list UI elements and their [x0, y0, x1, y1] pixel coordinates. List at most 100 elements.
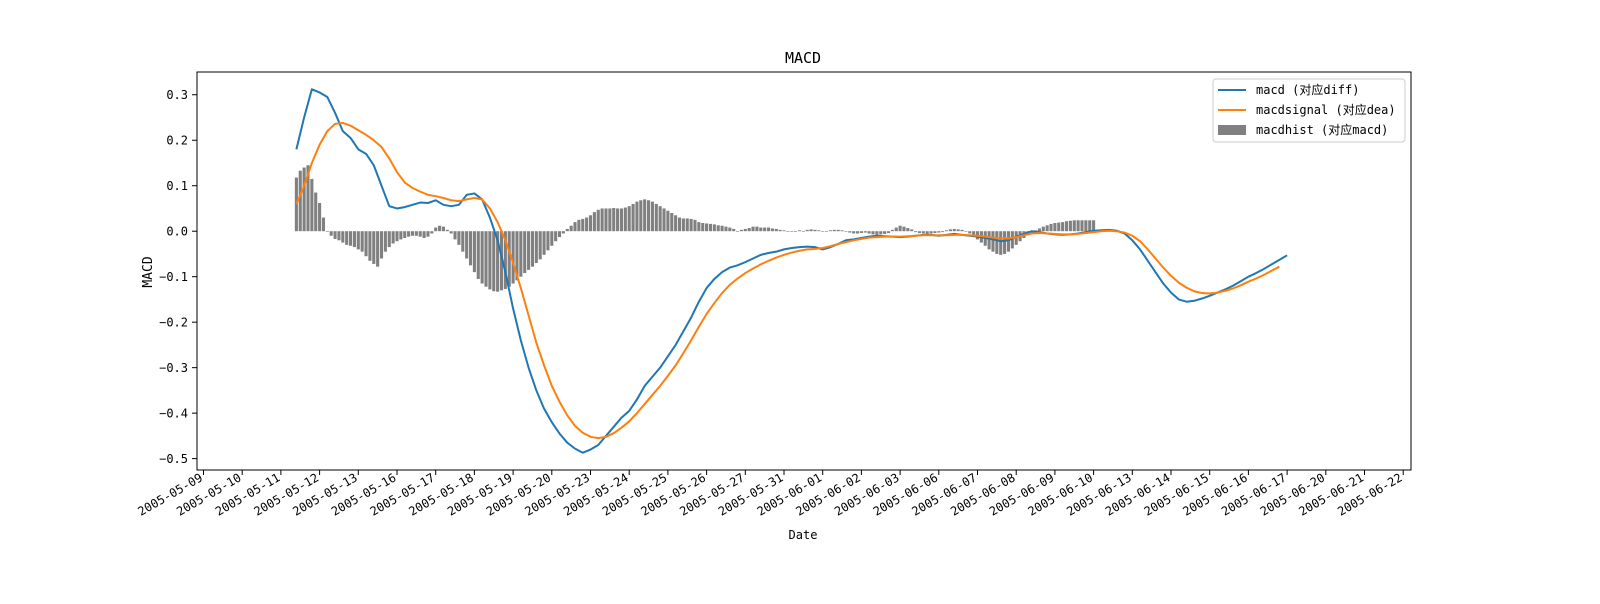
histogram-bar [314, 192, 318, 232]
histogram-bar [573, 222, 577, 232]
histogram-bar [999, 231, 1003, 255]
histogram-bar [457, 231, 461, 245]
histogram-bar [519, 231, 523, 277]
histogram-bar [794, 231, 798, 232]
histogram-bar [821, 231, 825, 232]
histogram-bar [472, 231, 476, 273]
histogram-bar [689, 218, 693, 232]
histogram-bar [325, 231, 329, 232]
histogram-bar [716, 225, 720, 232]
histogram-bar [1041, 226, 1045, 232]
histogram-bar [600, 208, 604, 232]
histogram-bar [817, 230, 821, 232]
histogram-bar [643, 199, 647, 232]
histogram-bar [743, 228, 747, 232]
histogram-bar [1076, 220, 1080, 232]
histogram-bar [523, 231, 527, 274]
legend: macd (对应diff) macdsignal (对应dea) macdhist … [1212, 78, 1406, 143]
histogram-bar [697, 222, 701, 232]
histogram-bar [693, 219, 697, 232]
histogram-bar [782, 230, 786, 232]
histogram-bar [1057, 222, 1061, 232]
histogram-bar [1053, 223, 1057, 232]
histogram-bar [828, 230, 832, 232]
histogram-bar [461, 231, 465, 252]
histogram-bar [1064, 221, 1069, 232]
histogram-bar [546, 231, 550, 251]
histogram-bar [337, 231, 341, 241]
histogram-bar [627, 206, 631, 232]
histogram-bar [898, 225, 902, 232]
histogram-bar [720, 225, 724, 232]
histogram-bar [453, 231, 457, 240]
histogram-bar [921, 231, 925, 234]
legend-label: macdhist (对应macd) [1256, 122, 1388, 137]
histogram-bar [832, 229, 836, 232]
histogram-bar [387, 231, 391, 248]
histogram-bar [499, 231, 504, 291]
histogram-bar [511, 231, 515, 284]
histogram-bar [801, 231, 805, 232]
histogram-bar [488, 231, 492, 290]
histogram-bar [310, 178, 314, 232]
histogram-bar [941, 231, 945, 233]
histogram-bar [1088, 220, 1092, 232]
histogram-bar [840, 230, 844, 232]
histogram-bar [496, 231, 500, 292]
histogram-bar [538, 231, 542, 260]
histogram-bar [736, 231, 740, 232]
histogram-bar [712, 224, 716, 232]
histogram-bar [813, 229, 817, 232]
histogram-bar [352, 231, 356, 248]
y-tick-label: −0.5 [159, 452, 188, 466]
histogram-bar [341, 231, 345, 243]
y-tick-label: −0.3 [159, 361, 188, 375]
histogram-bar [585, 217, 589, 232]
histogram-bar [917, 231, 921, 234]
histogram-bar [410, 231, 415, 236]
histogram-bar [681, 218, 685, 232]
histogram-bar [557, 231, 562, 238]
histogram-bar [867, 231, 871, 234]
histogram-bar [372, 231, 376, 264]
histogram-bar [1080, 220, 1084, 232]
histogram-bar [565, 228, 569, 232]
histogram-bar [329, 231, 333, 236]
histogram-bar [906, 228, 910, 232]
histogram-bar [426, 231, 430, 237]
histogram-bar [933, 231, 937, 234]
legend-label: macdsignal (对应dea) [1256, 102, 1396, 117]
histogram-bar [871, 231, 875, 235]
histogram-bar [376, 231, 380, 267]
histogram-bar [763, 227, 767, 232]
histogram-bar [596, 209, 600, 232]
histogram-bar [445, 229, 449, 232]
histogram-bar [298, 170, 302, 232]
histogram-bar [407, 231, 411, 237]
histogram-bar [403, 231, 407, 239]
histogram-bar [465, 231, 469, 259]
histogram-bar [422, 231, 426, 239]
histogram-bar [960, 229, 964, 232]
histogram-bar [395, 231, 399, 242]
histogram-bar [1037, 228, 1041, 232]
histogram-bar [662, 208, 666, 232]
histogram-bar [635, 201, 639, 232]
histogram-bar [1072, 220, 1076, 232]
histogram-bar [751, 226, 755, 232]
histogram-bar [987, 231, 991, 250]
histogram-bar [480, 231, 484, 284]
histogram-bar [356, 231, 360, 250]
histogram-bar [972, 231, 976, 237]
plot-frame [196, 71, 1412, 471]
histogram-bar [685, 218, 689, 232]
histogram-bar [809, 229, 813, 232]
histogram-bar [1061, 222, 1065, 232]
histogram-bar [883, 231, 887, 234]
histogram-bar [728, 227, 732, 232]
histogram-bar [434, 227, 438, 232]
histogram-bar [670, 213, 674, 232]
histogram-bar [360, 231, 364, 252]
histogram-bar [855, 231, 860, 234]
histogram-bar [1003, 231, 1007, 254]
